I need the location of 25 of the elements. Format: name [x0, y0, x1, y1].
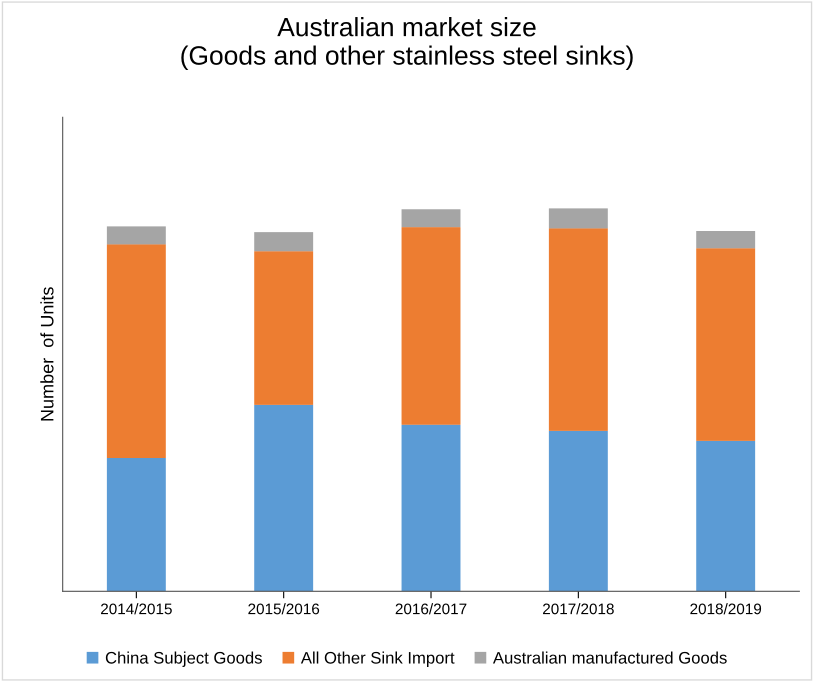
bar [696, 231, 756, 248]
bar [254, 232, 314, 252]
y-axis-title: Number of Units [40, 287, 54, 421]
bar [548, 228, 608, 431]
bar [696, 248, 756, 441]
legend-label: Australian manufactured Goods [492, 651, 727, 664]
bar [402, 227, 460, 425]
x-tick-label: 2018/2019 [690, 603, 762, 614]
bar [548, 208, 608, 228]
legend-label: All Other Sink Import [300, 651, 454, 667]
legend-label: China Subject Goods [106, 651, 262, 667]
x-tick-label: 2016/2017 [396, 603, 466, 614]
bar [254, 404, 314, 592]
x-tick-label: 2014/2015 [101, 603, 172, 614]
bar [696, 440, 756, 592]
x-tick-label: 2015/2016 [248, 603, 320, 614]
bar [106, 226, 166, 244]
bar [254, 251, 314, 405]
x-tick-label: 2017/2018 [543, 603, 614, 614]
bar [548, 430, 608, 592]
bar [402, 424, 460, 592]
chart-title: Australian market size (Goods and other stainless steel sinks) [181, 17, 633, 70]
bar [106, 458, 166, 592]
bar [402, 209, 460, 228]
bar [106, 244, 166, 458]
